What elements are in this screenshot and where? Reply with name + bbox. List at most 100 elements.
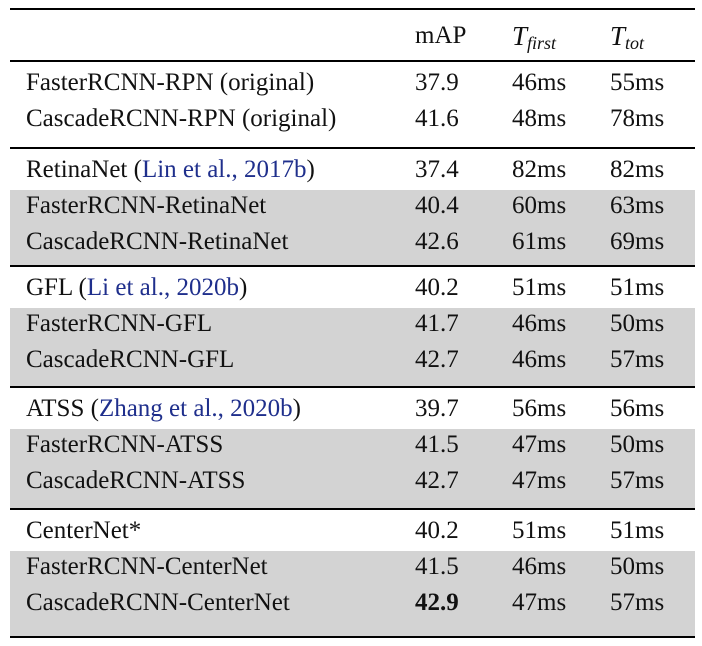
method-name: FasterRCNN-CenterNet <box>26 553 268 580</box>
method-name: FasterRCNN-RPN (original) <box>26 69 315 96</box>
t-tot-value: 51ms <box>610 274 665 301</box>
method-name: FasterRCNN-GFL <box>26 310 213 337</box>
bottom-rule <box>10 636 695 638</box>
citation-link[interactable]: Zhang et al., 2020b <box>98 395 293 422</box>
method-name: CenterNet* <box>26 517 142 544</box>
header-t-tot-sub: tot <box>625 33 645 53</box>
map-value: 41.7 <box>415 310 459 337</box>
method-cell: GFL (Li et al., 2020b) <box>26 270 247 306</box>
method-cell: CascadeRCNN-CenterNet <box>26 585 290 621</box>
table-row: CenterNet* 40.2 51ms 51ms <box>10 513 695 549</box>
map-value: 40.2 <box>415 517 459 544</box>
method-name: GFL ( <box>26 274 87 301</box>
method-name: RetinaNet ( <box>26 156 142 183</box>
method-cell: CascadeRCNN-GFL <box>26 342 234 378</box>
method-name: CascadeRCNN-RetinaNet <box>26 228 289 255</box>
citation-link[interactable]: Lin et al., 2017b <box>141 156 307 183</box>
header-t-tot: Ttot <box>610 16 644 63</box>
t-tot-value: 57ms <box>610 589 665 616</box>
method-cell: RetinaNet (Lin et al., 2017b) <box>26 152 315 188</box>
t-tot-value: 51ms <box>610 517 665 544</box>
t-first-value: 47ms <box>512 589 567 616</box>
t-tot-value: 63ms <box>610 192 665 219</box>
shaded-row-band <box>10 429 695 508</box>
t-first-value: 46ms <box>512 69 567 96</box>
t-first-value: 60ms <box>512 192 567 219</box>
header-row: mAP Tfirst Ttot <box>10 16 695 56</box>
citation-close-paren: ) <box>238 274 248 301</box>
citation-link[interactable]: Li et al., 2020b <box>86 274 239 301</box>
citation-close-paren: ) <box>306 156 315 183</box>
group-separator-rule <box>10 265 695 267</box>
table-row: RetinaNet (Lin et al., 2017b) 37.4 82ms 82m… <box>10 152 695 188</box>
table-row: CascadeRCNN-GFL 42.7 46ms 57ms <box>10 342 695 378</box>
table-row: CascadeRCNN-ATSS 42.7 47ms 57ms <box>10 463 695 499</box>
t-first-value: 47ms <box>512 431 567 458</box>
table-row: CascadeRCNN-CenterNet 42.9 47ms 57ms <box>10 585 695 621</box>
method-cell: FasterRCNN-ATSS <box>26 427 223 463</box>
t-tot-value: 50ms <box>610 431 665 458</box>
method-cell: CascadeRCNN-RPN (original) <box>26 101 336 137</box>
shaded-row-band <box>10 190 695 265</box>
t-tot-value: 69ms <box>610 228 665 255</box>
map-value: 42.7 <box>415 346 459 373</box>
header-map: mAP <box>415 22 467 49</box>
shaded-row-band <box>10 308 695 386</box>
table-row: FasterRCNN-ATSS 41.5 47ms 50ms <box>10 427 695 463</box>
t-first-value: 46ms <box>512 346 567 373</box>
header-t-tot-base: T <box>610 21 626 51</box>
t-first-value: 56ms <box>512 395 567 422</box>
citation-close-paren: ) <box>292 395 301 422</box>
t-first-value: 46ms <box>512 310 567 337</box>
method-name: CascadeRCNN-CenterNet <box>26 589 290 616</box>
table-row: FasterRCNN-GFL 41.7 46ms 50ms <box>10 306 695 342</box>
t-tot-value: 78ms <box>610 105 665 132</box>
method-name: CascadeRCNN-ATSS <box>26 467 246 494</box>
method-cell: CascadeRCNN-RetinaNet <box>26 224 288 260</box>
map-value: 41.6 <box>415 105 459 132</box>
t-first-value: 48ms <box>512 105 567 132</box>
t-tot-value: 57ms <box>610 346 665 373</box>
method-cell: FasterRCNN-RetinaNet <box>26 188 266 224</box>
t-tot-value: 55ms <box>610 69 665 96</box>
header-t-first: Tfirst <box>512 16 556 63</box>
t-tot-value: 57ms <box>610 467 665 494</box>
table-row: FasterRCNN-RetinaNet 40.4 60ms 63ms <box>10 188 695 224</box>
method-cell: ATSS (Zhang et al., 2020b) <box>26 391 301 427</box>
t-first-value: 47ms <box>512 467 567 494</box>
group-separator-rule <box>10 386 695 388</box>
method-cell: FasterRCNN-CenterNet <box>26 549 268 585</box>
group-separator-rule <box>10 508 695 510</box>
top-rule <box>10 8 695 10</box>
header-t-first-base: T <box>512 21 528 51</box>
table-row: GFL (Li et al., 2020b) 40.2 51ms 51ms <box>10 270 695 306</box>
map-value: 37.9 <box>415 69 459 96</box>
t-tot-value: 56ms <box>610 395 665 422</box>
t-tot-value: 82ms <box>610 156 665 183</box>
map-value: 41.5 <box>415 553 459 580</box>
map-value: 40.2 <box>415 274 459 301</box>
group-separator-rule <box>10 147 695 149</box>
table-row: FasterRCNN-CenterNet 41.5 46ms 50ms <box>10 549 695 585</box>
method-name: FasterRCNN-RetinaNet <box>26 192 267 219</box>
map-value: 42.9 <box>415 589 459 616</box>
shaded-row-band <box>10 551 695 636</box>
table-row: CascadeRCNN-RetinaNet 42.6 61ms 69ms <box>10 224 695 260</box>
t-first-value: 51ms <box>512 517 567 544</box>
t-first-value: 82ms <box>512 156 567 183</box>
method-cell: CascadeRCNN-ATSS <box>26 463 245 499</box>
map-value: 42.6 <box>415 228 459 255</box>
map-value: 37.4 <box>415 156 459 183</box>
table-row: ATSS (Zhang et al., 2020b) 39.7 56ms 56ms <box>10 391 695 427</box>
map-value: 39.7 <box>415 395 459 422</box>
table-row: CascadeRCNN-RPN (original) 41.6 48ms 78ms <box>10 101 695 137</box>
t-tot-value: 50ms <box>610 310 665 337</box>
t-tot-value: 50ms <box>610 553 665 580</box>
map-value: 40.4 <box>415 192 459 219</box>
method-cell: CenterNet* <box>26 513 141 549</box>
t-first-value: 61ms <box>512 228 567 255</box>
method-name: CascadeRCNN-RPN (original) <box>26 105 337 132</box>
method-name: CascadeRCNN-GFL <box>26 346 235 373</box>
method-cell: FasterRCNN-GFL <box>26 306 212 342</box>
